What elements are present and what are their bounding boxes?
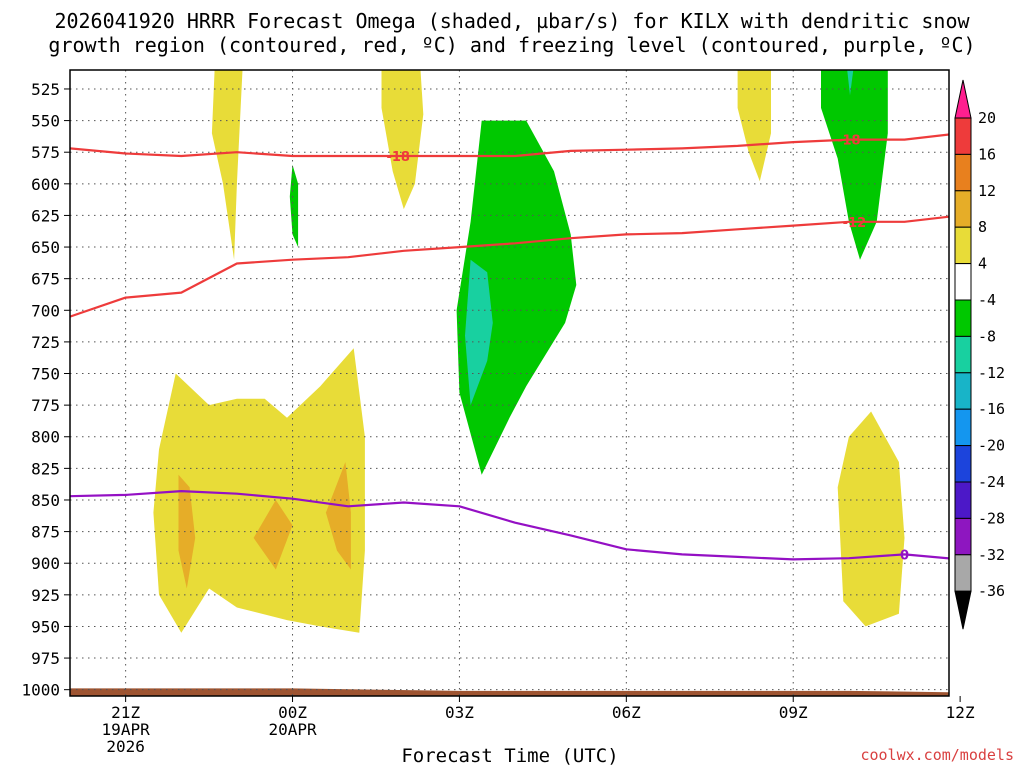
colorbar-bottom-arrow [954, 590, 972, 630]
chart-title-line1: 2026041920 HRRR Forecast Omega (shaded, … [54, 9, 970, 33]
omega-region-11 [465, 259, 493, 406]
terrain-layer [70, 688, 949, 696]
x-tick-label: 2026 [106, 737, 145, 756]
x-tick-label: 19APR [102, 720, 151, 739]
grid-lines [70, 70, 949, 696]
y-tick-label: 725 [31, 333, 60, 352]
y-tick-label: 750 [31, 365, 60, 384]
colorbar-label: -16 [978, 400, 1005, 418]
x-axis-label: Forecast Time (UTC) [401, 745, 618, 767]
omega-region-6 [253, 500, 293, 570]
omega-region-12 [821, 70, 888, 260]
x-tick-label: 00Z [278, 703, 307, 722]
terrain-fill [70, 688, 949, 696]
x-tick-label: 12Z [946, 703, 975, 722]
contour-label: -18 [837, 134, 861, 149]
colorbar: 20 16 12 8 4 -4 -8 -12 -16 -20 -24 -28 -32 -36 [954, 79, 1005, 630]
x-tick-label: 20APR [268, 720, 317, 739]
omega-region-10 [456, 120, 577, 475]
plot-area: -18 -18 -12 0 [70, 70, 949, 696]
colorbar-segment [954, 372, 972, 410]
x-tick-label: 06Z [612, 703, 641, 722]
chart-title-line2: growth region (contoured, red, ºC) and f… [48, 33, 975, 57]
colorbar-segment [954, 153, 972, 192]
colorbar-top-arrow [954, 79, 972, 119]
colorbar-segment [954, 335, 972, 374]
y-tick-label: 575 [31, 143, 60, 162]
colorbar-segment [954, 445, 972, 483]
colorbar-segment [954, 117, 972, 155]
colorbar-label: -36 [978, 582, 1005, 600]
contour-line-0 [70, 490, 949, 561]
y-tick-label: 1000 [21, 681, 60, 700]
y-tick-label: 950 [31, 617, 60, 636]
colorbar-label: -28 [978, 509, 1005, 527]
colorbar-label: -24 [978, 473, 1005, 491]
y-tick-label: 525 [31, 80, 60, 99]
contour-label: -12 [843, 216, 867, 231]
colorbar-label: 12 [978, 182, 996, 200]
y-tick-label: 700 [31, 301, 60, 320]
contour-line--12 [70, 215, 949, 318]
colorbar-label: 4 [978, 255, 987, 273]
temperature-contours: -18 -18 -12 0 [70, 133, 949, 563]
y-tick-label: 850 [31, 491, 60, 510]
credit-text: coolwx.com/models [860, 746, 1014, 764]
colorbar-label: -20 [978, 437, 1005, 455]
colorbar-segment [954, 408, 972, 447]
y-tick-label: 625 [31, 206, 60, 225]
colorbar-label: -12 [978, 364, 1005, 382]
colorbar-label: 8 [978, 218, 987, 236]
y-axis-pressure: 525 550 575 600 625 650 675 700 725 750 775 800 825 8… [21, 80, 70, 700]
y-tick-label: 675 [31, 270, 60, 289]
contour-label: -18 [386, 150, 410, 165]
colorbar-segment [954, 263, 972, 301]
colorbar-segment [954, 554, 972, 592]
omega-region-1 [381, 70, 424, 210]
omega-region-13 [847, 70, 854, 96]
contour-label: 0 [900, 548, 909, 563]
colorbar-segment [954, 517, 972, 556]
colorbar-label: 20 [978, 109, 996, 127]
y-tick-label: 975 [31, 649, 60, 668]
y-tick-label: 925 [31, 586, 60, 605]
omega-region-8 [837, 411, 905, 627]
colorbar-label: 16 [978, 145, 996, 163]
y-tick-label: 600 [31, 175, 60, 194]
colorbar-segment [954, 299, 972, 337]
y-tick-label: 900 [31, 554, 60, 573]
y-tick-label: 800 [31, 428, 60, 447]
plot-frame [69, 69, 950, 697]
omega-region-9 [289, 164, 299, 248]
y-tick-label: 775 [31, 396, 60, 415]
x-tick-label: 09Z [779, 703, 808, 722]
colorbar-segment [954, 226, 972, 265]
x-tick-label: 03Z [445, 703, 474, 722]
omega-region-0 [211, 70, 243, 260]
y-tick-label: 650 [31, 238, 60, 257]
omega-region-7 [325, 462, 351, 570]
omega-region-5 [178, 474, 196, 589]
omega-shading [153, 70, 905, 633]
colorbar-segment [954, 190, 972, 228]
y-tick-label: 875 [31, 523, 60, 542]
colorbar-label: -4 [978, 291, 996, 309]
colorbar-label: -32 [978, 546, 1005, 564]
y-tick-label: 550 [31, 112, 60, 131]
contour-line--18 [70, 133, 949, 158]
y-tick-label: 825 [31, 459, 60, 478]
omega-region-4 [153, 348, 365, 633]
colorbar-label: -8 [978, 327, 996, 345]
x-tick-label: 21Z [111, 703, 140, 722]
colorbar-segment [954, 481, 972, 519]
omega-region-2 [737, 70, 771, 182]
